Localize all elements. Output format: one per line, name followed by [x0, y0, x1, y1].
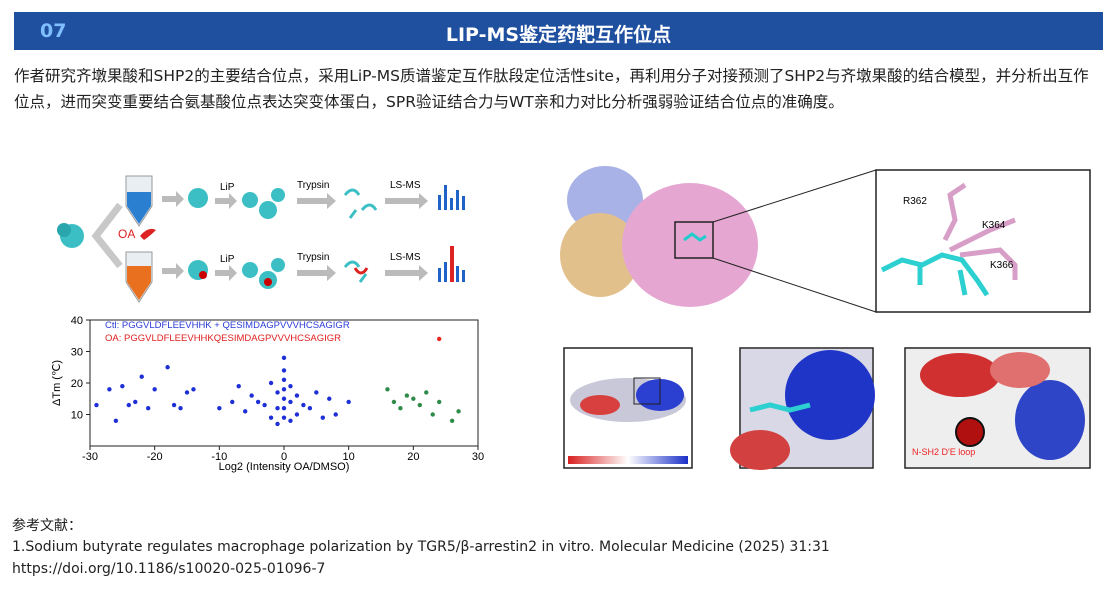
point [437, 336, 442, 342]
point [346, 399, 351, 405]
x-tick-label: -10 [211, 451, 227, 463]
point [391, 399, 397, 405]
point [424, 390, 429, 395]
figure: OA LiP LiP Trypsin Trypsin LS-MS LS-MS R… [51, 166, 1091, 473]
point [152, 387, 157, 392]
point [275, 421, 280, 427]
point [113, 418, 119, 423]
point [301, 402, 306, 408]
point [184, 390, 190, 395]
point [133, 399, 138, 405]
point [275, 406, 280, 411]
x-tick-label: 10 [343, 451, 355, 463]
residue-label: K364 [982, 220, 1006, 231]
y-tick-label: 40 [71, 315, 83, 327]
reference-url: https://doi.org/10.1186/s10020-025-01096… [12, 561, 326, 577]
point [294, 393, 300, 398]
section-number: 07 [40, 20, 67, 42]
point [430, 412, 435, 417]
point [281, 396, 287, 401]
point [307, 406, 313, 411]
point [268, 380, 274, 386]
point [281, 387, 287, 392]
residue-label: K366 [990, 260, 1014, 271]
x-tick-label: -30 [82, 451, 98, 463]
reference-item: 1.Sodium butyrate regulates macrophage p… [12, 539, 830, 555]
section-title: LIP-MS鉴定药靶互作位点 [445, 24, 672, 46]
point [294, 412, 300, 417]
x-tick-label: 20 [407, 451, 419, 463]
point [437, 399, 442, 405]
legend-oa: OA: PGGVLDFLEEVHHKQESIMDAGPVVVHCSAGIGR [105, 333, 341, 344]
point [288, 418, 293, 423]
point [281, 415, 287, 420]
point [146, 406, 151, 411]
point [255, 399, 261, 405]
point [398, 406, 403, 411]
point [126, 402, 131, 408]
point [333, 412, 338, 417]
point [107, 387, 112, 392]
point [171, 402, 177, 408]
point [120, 383, 125, 389]
point [320, 415, 325, 420]
x-tick-label: 30 [472, 451, 484, 463]
point [191, 387, 196, 392]
point [456, 409, 461, 414]
y-tick-label: 30 [71, 347, 83, 359]
x-tick-label: -20 [147, 451, 163, 463]
point [449, 418, 455, 423]
point [281, 355, 287, 360]
point [314, 390, 319, 395]
point [281, 377, 287, 383]
protein-panels: R362 K364 K366 N-SH2 D'E loop [560, 166, 1091, 470]
point [281, 406, 287, 411]
point [327, 396, 332, 401]
step-label: LS-MS [390, 252, 421, 263]
point [262, 402, 267, 408]
x-tick-label: 0 [281, 451, 287, 463]
point [243, 409, 248, 414]
step-label: LS-MS [390, 180, 421, 191]
step-label: LiP [220, 182, 235, 193]
point [288, 399, 293, 405]
step-label: Trypsin [297, 252, 329, 263]
y-tick-label: 20 [71, 378, 83, 390]
point [417, 402, 422, 408]
point [385, 387, 390, 392]
point [217, 406, 222, 411]
point [236, 383, 241, 389]
reference-heading: 参考文献： [12, 518, 82, 534]
point [281, 368, 287, 373]
point [411, 396, 416, 401]
point [404, 393, 410, 398]
scatter-plot: Ctl: PGGVLDFLEEVHHK + QESIMDAGPVVVHCSAGI… [51, 315, 484, 473]
point [275, 390, 280, 395]
point [249, 393, 254, 398]
paragraph: 作者研究齐墩果酸和SHP2的主要结合位点，采用LiP-MS质谱鉴定互作肽段定位活… [14, 67, 1089, 111]
x-axis-label: Log2 (Intensity OA/DMSO) [219, 461, 350, 473]
residue-label: R362 [903, 196, 927, 207]
point [288, 383, 293, 389]
point [94, 402, 99, 408]
point [268, 415, 274, 420]
loop-label: N-SH2 D'E loop [912, 447, 975, 457]
step-label: Trypsin [297, 180, 329, 191]
treatment-label: OA [118, 227, 135, 241]
y-tick-label: 10 [71, 410, 83, 422]
point [178, 406, 183, 411]
legend-ctl: Ctl: PGGVLDFLEEVHHK + QESIMDAGPVVVHCSAGI… [105, 320, 350, 331]
y-axis-label: ΔTm (℃) [51, 360, 63, 406]
workflow: OA LiP LiP Trypsin Trypsin LS-MS LS-MS [57, 175, 465, 303]
header-bar: 07 LIP-MS鉴定药靶互作位点 [14, 12, 1103, 50]
point [165, 365, 170, 370]
step-label: LiP [220, 254, 235, 265]
point [139, 374, 144, 379]
point [230, 399, 235, 405]
